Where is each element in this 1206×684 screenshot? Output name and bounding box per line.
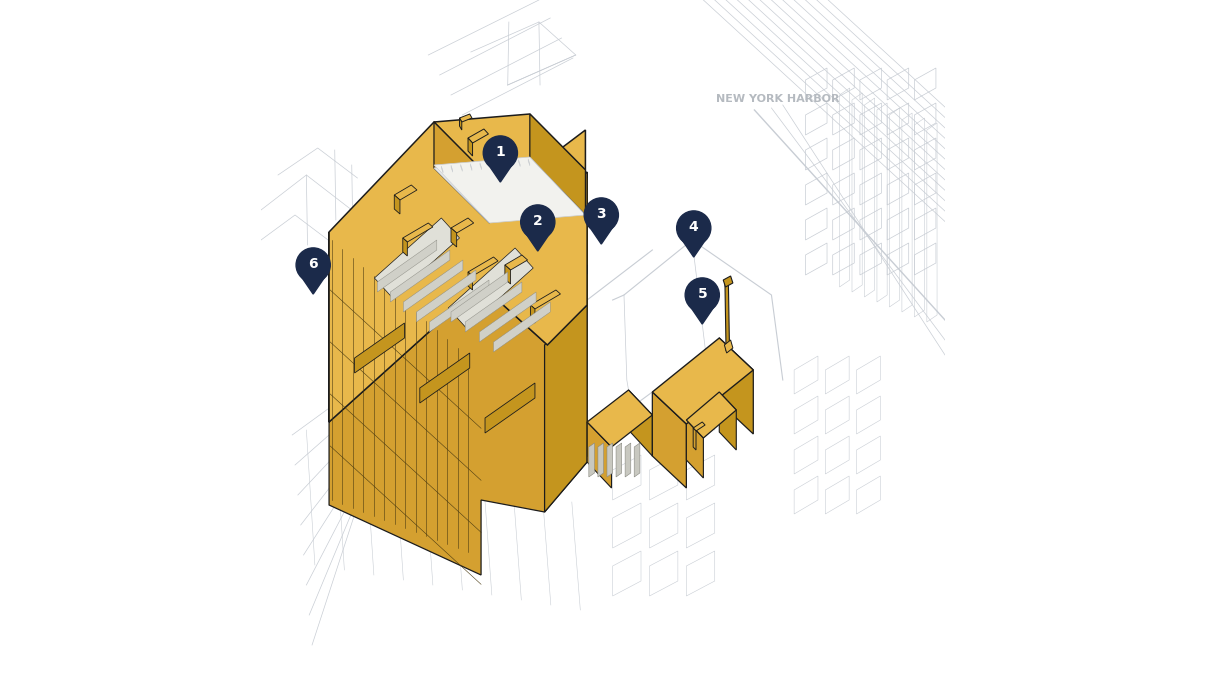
Polygon shape xyxy=(528,159,529,166)
Polygon shape xyxy=(725,340,733,353)
Polygon shape xyxy=(497,143,517,157)
Polygon shape xyxy=(377,240,437,292)
Polygon shape xyxy=(531,305,535,323)
Polygon shape xyxy=(652,392,686,488)
Polygon shape xyxy=(529,114,585,215)
Polygon shape xyxy=(374,218,459,298)
Polygon shape xyxy=(468,272,473,290)
Polygon shape xyxy=(434,122,490,223)
Polygon shape xyxy=(394,195,400,214)
Text: 1: 1 xyxy=(496,144,505,159)
Polygon shape xyxy=(461,164,462,172)
Circle shape xyxy=(297,248,330,282)
Polygon shape xyxy=(391,250,450,302)
Polygon shape xyxy=(681,238,707,257)
Circle shape xyxy=(521,205,555,239)
Polygon shape xyxy=(724,276,733,287)
Polygon shape xyxy=(468,138,473,156)
Polygon shape xyxy=(485,383,535,433)
Circle shape xyxy=(584,198,619,232)
Polygon shape xyxy=(468,129,488,143)
Polygon shape xyxy=(519,159,520,167)
Polygon shape xyxy=(403,260,463,312)
Polygon shape xyxy=(449,248,533,328)
Polygon shape xyxy=(403,238,408,256)
Polygon shape xyxy=(499,161,500,168)
Polygon shape xyxy=(459,118,462,130)
Polygon shape xyxy=(394,185,417,200)
Polygon shape xyxy=(587,422,611,488)
Text: 5: 5 xyxy=(697,287,707,301)
Polygon shape xyxy=(441,166,443,173)
Polygon shape xyxy=(420,353,469,403)
Polygon shape xyxy=(634,443,640,477)
Polygon shape xyxy=(300,275,326,294)
Polygon shape xyxy=(434,157,585,223)
Polygon shape xyxy=(690,305,715,324)
Polygon shape xyxy=(466,282,522,332)
Polygon shape xyxy=(355,323,404,373)
Polygon shape xyxy=(429,280,488,332)
Polygon shape xyxy=(480,163,481,170)
Polygon shape xyxy=(329,122,587,422)
Text: 2: 2 xyxy=(533,213,543,228)
Polygon shape xyxy=(505,265,510,284)
Polygon shape xyxy=(625,443,631,477)
Polygon shape xyxy=(628,390,652,456)
Text: 6: 6 xyxy=(309,256,318,271)
Polygon shape xyxy=(490,162,491,169)
Polygon shape xyxy=(686,392,737,438)
Polygon shape xyxy=(725,280,730,351)
Circle shape xyxy=(685,278,719,312)
Polygon shape xyxy=(451,166,452,172)
Polygon shape xyxy=(509,161,510,168)
Polygon shape xyxy=(434,114,585,178)
Polygon shape xyxy=(587,390,652,447)
Polygon shape xyxy=(493,302,550,352)
Polygon shape xyxy=(589,443,595,477)
Polygon shape xyxy=(531,290,561,309)
Polygon shape xyxy=(434,160,529,223)
Polygon shape xyxy=(497,152,500,170)
Polygon shape xyxy=(693,422,706,431)
Polygon shape xyxy=(329,232,587,575)
Polygon shape xyxy=(719,392,737,450)
Polygon shape xyxy=(468,257,498,276)
Polygon shape xyxy=(403,223,433,242)
Circle shape xyxy=(677,211,710,245)
Polygon shape xyxy=(505,255,527,270)
Polygon shape xyxy=(416,270,476,322)
Polygon shape xyxy=(652,338,754,424)
Polygon shape xyxy=(719,338,754,434)
Polygon shape xyxy=(607,443,613,477)
Text: NEW YORK HARBOR: NEW YORK HARBOR xyxy=(715,94,839,104)
Polygon shape xyxy=(616,443,622,477)
Polygon shape xyxy=(598,443,603,477)
Text: 4: 4 xyxy=(689,220,698,234)
Text: 3: 3 xyxy=(597,207,607,221)
Polygon shape xyxy=(487,163,514,182)
Polygon shape xyxy=(451,272,508,322)
Polygon shape xyxy=(525,233,551,251)
Polygon shape xyxy=(686,420,703,478)
Polygon shape xyxy=(470,163,472,170)
Circle shape xyxy=(484,136,517,170)
Polygon shape xyxy=(589,225,614,244)
Polygon shape xyxy=(693,428,696,450)
Polygon shape xyxy=(451,228,457,247)
Polygon shape xyxy=(459,114,472,122)
Polygon shape xyxy=(451,218,474,233)
Polygon shape xyxy=(545,172,587,512)
Polygon shape xyxy=(479,292,537,342)
